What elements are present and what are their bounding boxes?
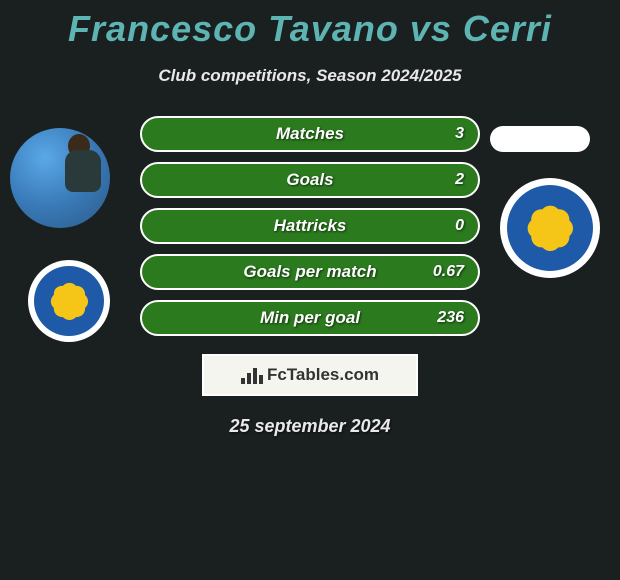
stat-row: Goals 2 (140, 162, 480, 198)
stat-pill: Matches 3 (140, 116, 480, 152)
stat-pill: Goals per match 0.67 (140, 254, 480, 290)
stat-row: Goals per match 0.67 (140, 254, 480, 290)
stat-label: Matches (276, 124, 344, 144)
stat-value-right: 3 (455, 125, 464, 143)
stat-pill: Goals 2 (140, 162, 480, 198)
comparison-subtitle: Club competitions, Season 2024/2025 (0, 66, 620, 86)
chart-icon (241, 366, 263, 384)
stat-row: Hattricks 0 (140, 208, 480, 244)
stat-row: Matches 3 (140, 116, 480, 152)
comparison-date: 25 september 2024 (0, 416, 620, 437)
stat-label: Hattricks (274, 216, 347, 236)
attribution-text: FcTables.com (267, 365, 379, 385)
stat-label: Goals per match (243, 262, 376, 282)
stat-value-right: 236 (437, 309, 464, 327)
stat-value-right: 0.67 (433, 263, 464, 281)
stat-row: Min per goal 236 (140, 300, 480, 336)
stat-label: Goals (286, 170, 333, 190)
stat-value-right: 2 (455, 171, 464, 189)
attribution-logo-box: FcTables.com (202, 354, 418, 396)
stat-value-right: 0 (455, 217, 464, 235)
stat-pill: Min per goal 236 (140, 300, 480, 336)
comparison-title: Francesco Tavano vs Cerri (0, 0, 620, 50)
stats-container: Matches 3 Goals 2 Hattricks 0 Goals per … (0, 116, 620, 336)
stat-pill: Hattricks 0 (140, 208, 480, 244)
stat-label: Min per goal (260, 308, 360, 328)
